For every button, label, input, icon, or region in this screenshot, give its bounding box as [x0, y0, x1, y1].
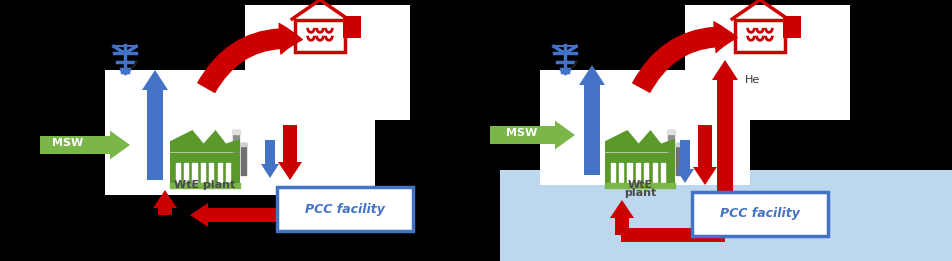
Bar — [175, 163, 180, 184]
Bar — [627, 163, 631, 184]
Polygon shape — [676, 140, 694, 183]
Polygon shape — [278, 125, 302, 180]
Polygon shape — [153, 190, 177, 215]
Polygon shape — [610, 200, 634, 235]
Bar — [209, 163, 213, 184]
Polygon shape — [490, 121, 575, 149]
Bar — [619, 163, 624, 184]
FancyBboxPatch shape — [540, 70, 750, 185]
Polygon shape — [693, 125, 717, 185]
Bar — [241, 143, 246, 175]
Text: PCC facility: PCC facility — [305, 203, 385, 216]
Bar — [675, 143, 682, 146]
Bar — [231, 130, 240, 134]
Bar — [170, 183, 240, 187]
FancyBboxPatch shape — [692, 192, 828, 236]
Bar — [676, 143, 681, 175]
Bar — [226, 163, 230, 184]
Bar — [783, 15, 801, 38]
FancyBboxPatch shape — [605, 152, 675, 187]
Polygon shape — [500, 170, 952, 261]
FancyArrowPatch shape — [633, 22, 737, 92]
Polygon shape — [605, 130, 675, 152]
Text: PCC facility: PCC facility — [720, 207, 800, 221]
Polygon shape — [712, 60, 738, 215]
Text: MSW: MSW — [506, 128, 538, 138]
FancyBboxPatch shape — [245, 5, 410, 120]
Text: WtE: WtE — [627, 180, 652, 191]
FancyBboxPatch shape — [277, 187, 413, 231]
Polygon shape — [40, 130, 130, 159]
Polygon shape — [261, 140, 279, 178]
Text: WtE plant: WtE plant — [174, 180, 236, 191]
Bar — [653, 163, 657, 184]
Bar — [610, 163, 615, 184]
Bar — [661, 163, 665, 184]
Bar — [667, 130, 674, 175]
Text: plant: plant — [624, 188, 656, 198]
Bar — [735, 20, 784, 51]
FancyArrowPatch shape — [198, 23, 302, 92]
FancyBboxPatch shape — [170, 152, 240, 187]
Bar — [192, 163, 197, 184]
FancyBboxPatch shape — [685, 5, 850, 120]
Bar — [232, 130, 239, 175]
Polygon shape — [620, 228, 725, 242]
Bar — [218, 163, 222, 184]
Polygon shape — [170, 130, 240, 152]
Bar — [240, 143, 247, 146]
Bar — [636, 163, 640, 184]
Text: MSW: MSW — [52, 138, 84, 148]
Bar — [645, 163, 648, 184]
Bar — [201, 163, 205, 184]
Bar — [605, 183, 675, 187]
Bar — [184, 163, 188, 184]
Bar — [295, 20, 345, 51]
Polygon shape — [142, 70, 168, 180]
Polygon shape — [190, 203, 290, 227]
FancyBboxPatch shape — [105, 70, 375, 195]
Bar — [343, 15, 361, 38]
Text: He: He — [745, 75, 761, 85]
Polygon shape — [579, 65, 605, 175]
Bar — [666, 130, 675, 134]
